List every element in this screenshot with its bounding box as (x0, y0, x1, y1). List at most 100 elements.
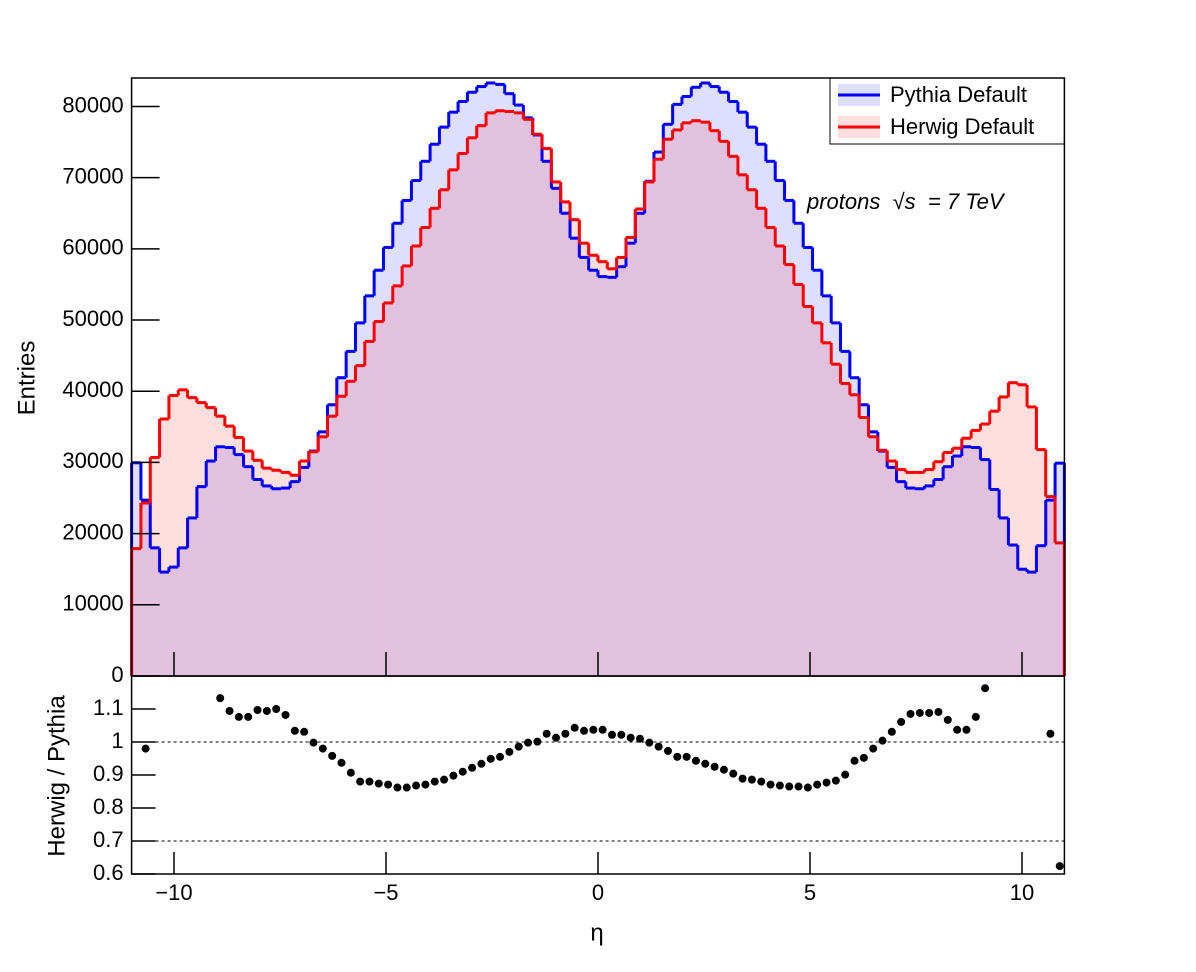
ratio-point (710, 762, 719, 771)
ratio-point (822, 778, 831, 787)
y-tick-label: 70000 (62, 163, 123, 188)
bin-fill (737, 174, 748, 677)
bin-fill (140, 503, 151, 676)
bin-fill (765, 161, 776, 677)
bin-fill (1008, 382, 1018, 676)
bin-fill (989, 489, 1000, 676)
legend-label: Pythia Default (890, 82, 1027, 107)
bin-fill (728, 101, 738, 676)
bin-fill (224, 447, 235, 676)
ratio-point (925, 708, 934, 717)
ratio-point (887, 727, 896, 736)
bin-fill (140, 500, 151, 676)
x-tick-label: 10 (1010, 880, 1034, 905)
bin-fill (1027, 406, 1037, 676)
ratio-point (729, 769, 738, 778)
bin-fill (560, 201, 571, 676)
bin-fill (383, 302, 393, 676)
bin-fill (476, 86, 487, 677)
x-tick-label: 5 (804, 880, 816, 905)
bin-fill (598, 261, 608, 676)
bin-fill (943, 466, 953, 676)
bin-fill (840, 351, 850, 676)
bin-fill (625, 237, 636, 676)
bin-fill (355, 365, 365, 676)
ratio-point (915, 708, 924, 717)
ratio-point (878, 736, 887, 745)
ratio-point (673, 752, 682, 761)
bin-fill (943, 452, 953, 676)
ratio-point (561, 729, 570, 738)
ratio-point (402, 783, 411, 792)
bin-fill (243, 451, 253, 676)
bin-fill (439, 189, 449, 676)
y-tick-label: 0.6 (93, 860, 124, 885)
bin-fill (1017, 569, 1028, 676)
ratio-point (141, 744, 150, 753)
bin-fill (588, 255, 598, 676)
ratio-point (580, 726, 589, 735)
bin-fill (168, 567, 179, 676)
bin-fill (812, 270, 822, 676)
ratio-point (477, 759, 486, 768)
x-tick-label: −5 (373, 880, 398, 905)
bin-fill (168, 395, 179, 676)
bin-fill (616, 257, 626, 676)
bin-fill (299, 461, 309, 676)
bin-fill (1055, 542, 1065, 676)
x-tick-label: 0 (592, 880, 604, 905)
ratio-point (775, 781, 784, 790)
bin-fill (999, 517, 1009, 676)
bin-fill (961, 438, 972, 676)
bin-fill (728, 156, 738, 677)
bin-fill (952, 456, 962, 676)
bin-fill (234, 454, 244, 676)
bin-fill (280, 472, 291, 676)
bin-fill (691, 87, 701, 676)
bin-fill (262, 468, 272, 676)
ratio-point (663, 746, 672, 755)
ratio-point (468, 763, 477, 772)
bin-fill (346, 381, 356, 676)
bin-fill (961, 446, 972, 676)
bin-fill (467, 92, 477, 676)
bin-fill (308, 451, 319, 676)
ratio-point (449, 771, 458, 780)
bin-fill (159, 572, 169, 676)
ratio-point (384, 780, 393, 789)
ratio-point (794, 782, 803, 791)
ratio-point (981, 684, 990, 693)
bin-fill (840, 383, 850, 676)
bin-fill (896, 481, 906, 676)
ratio-point (766, 780, 775, 789)
bin-fill (821, 295, 832, 676)
bin-fill (131, 462, 141, 676)
bin-fill (150, 457, 160, 676)
bin-fill (924, 485, 934, 676)
ratio-point (458, 767, 467, 776)
bin-fill (765, 227, 776, 676)
bin-fill (532, 134, 543, 676)
bin-fill (430, 144, 440, 676)
bin-fill (887, 467, 897, 676)
bin-fill (336, 396, 347, 676)
bin-fill (252, 479, 263, 676)
bin-fill (635, 213, 645, 676)
bin-fill (672, 129, 682, 676)
ratio-point (290, 726, 299, 735)
ratio-point (430, 777, 439, 786)
bin-fill (971, 430, 981, 676)
bin-fill (1008, 545, 1018, 676)
main-pad: Pythia Default Herwig Default 0 10000 20000 3… (62, 77, 1066, 687)
bin-fill (747, 189, 757, 676)
bin-fill (234, 437, 244, 676)
bin-fill (355, 322, 365, 676)
ratio-point (272, 705, 281, 713)
ratio-point (598, 725, 607, 734)
bin-fill (980, 423, 990, 676)
bin-fill (681, 122, 692, 677)
bin-fill (1055, 463, 1065, 676)
ratio-point (374, 779, 383, 788)
ratio-point (496, 752, 505, 761)
